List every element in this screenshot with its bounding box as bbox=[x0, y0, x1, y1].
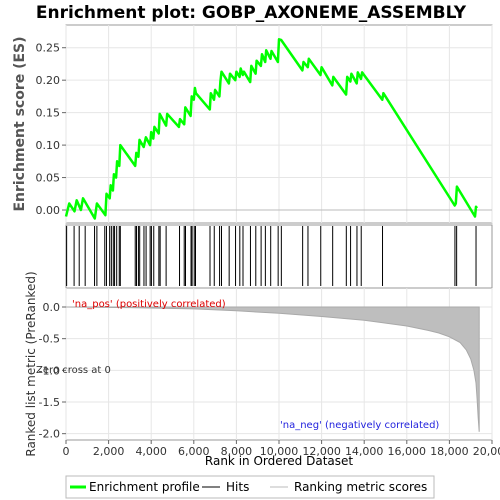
legend-label: Hits bbox=[226, 480, 249, 494]
x-tick-label: 6,000 bbox=[178, 445, 210, 458]
x-tick-label: 16,000 bbox=[388, 445, 427, 458]
x-tick-label: 0 bbox=[63, 445, 70, 458]
es-y-ticks: 0.00 0.05 0.10 0.15 0.20 0.25 bbox=[36, 42, 66, 217]
metric-y-axis-label: Ranked list metric (PreRanked) bbox=[24, 271, 38, 456]
metric-y-tick-label: -1.0 bbox=[39, 364, 60, 377]
x-tick-label: 10,000 bbox=[260, 445, 299, 458]
legend-label: Enrichment profile bbox=[89, 480, 200, 494]
x-axis-ticks: 0 2,000 4,000 6,000 8,000 10,000 12,000 14,000 1… bbox=[63, 440, 500, 458]
x-tick-label: 20,000 bbox=[473, 445, 500, 458]
x-tick-label: 12,000 bbox=[302, 445, 341, 458]
metric-y-ticks: 0.0 -0.5 -1.0 -1.5 -2.0 bbox=[39, 301, 66, 441]
x-axis-label: Rank in Ordered Dataset bbox=[205, 454, 353, 468]
metric-y-tick-label: -2.0 bbox=[39, 428, 60, 441]
legend-box bbox=[65, 475, 435, 499]
x-tick-label: 4,000 bbox=[135, 445, 167, 458]
x-tick-label: 14,000 bbox=[345, 445, 384, 458]
metric-y-tick-label: -1.5 bbox=[39, 396, 60, 409]
es-y-tick-label: 0.00 bbox=[36, 204, 61, 217]
es-y-axis-label: Enrichment score (ES) bbox=[12, 36, 28, 211]
positive-correlation-label: 'na_pos' (positively correlated) bbox=[72, 299, 226, 310]
es-y-tick-label: 0.10 bbox=[36, 139, 61, 152]
metric-y-tick-label: 0.0 bbox=[43, 301, 61, 314]
ranking-metric-area bbox=[65, 306, 480, 432]
x-tick-label: 2,000 bbox=[93, 445, 125, 458]
es-y-tick-label: 0.25 bbox=[36, 42, 61, 55]
es-y-tick-label: 0.20 bbox=[36, 74, 61, 87]
x-tick-label: 8,000 bbox=[221, 445, 253, 458]
hits-markers bbox=[66, 226, 477, 286]
chart-title: Enrichment plot: GOBP_AXONEME_ASSEMBLY bbox=[36, 3, 467, 23]
es-y-tick-label: 0.05 bbox=[36, 172, 61, 185]
es-y-tick-label: 0.15 bbox=[36, 107, 61, 120]
x-tick-label: 18,000 bbox=[430, 445, 469, 458]
zero-cross-label: Zero cross at 0 bbox=[36, 365, 111, 376]
legend: Enrichment profile Hits Ranking metric sco… bbox=[70, 480, 427, 494]
negative-correlation-label: 'na_neg' (negatively correlated) bbox=[280, 420, 439, 431]
legend-label: Ranking metric scores bbox=[294, 480, 427, 494]
hits-panel-frame bbox=[65, 224, 493, 289]
enrichment-profile-line bbox=[64, 38, 479, 220]
metric-y-tick-label: -0.5 bbox=[39, 333, 60, 346]
